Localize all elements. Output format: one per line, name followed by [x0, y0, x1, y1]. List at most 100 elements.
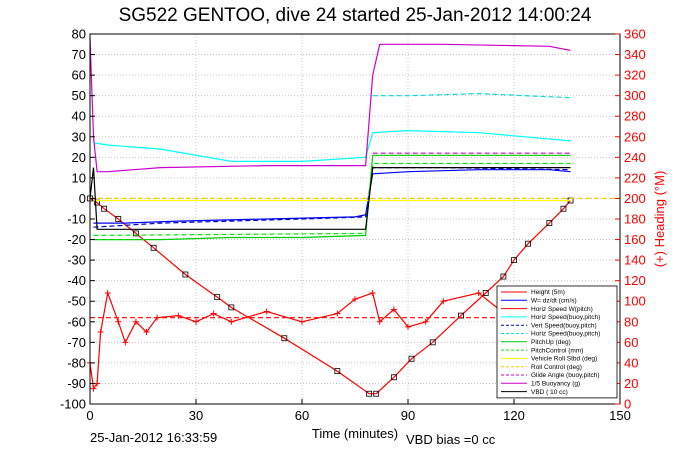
heading-plus-marker — [475, 290, 482, 296]
heading-plus-marker — [263, 308, 270, 315]
y2-axis-ticks: 0 20 40 60 80 100 120 140 160 180 200 220 240 260 280 3… — [615, 27, 646, 412]
y2-tick-label: 60 — [624, 335, 638, 350]
y2-tick-label: 20 — [624, 376, 638, 391]
y2-tick-label: 360 — [624, 27, 646, 42]
y-tick-label: -70 — [67, 335, 86, 350]
y2-tick-label: 320 — [624, 68, 646, 83]
y2-axis-label: (+) Heading (°M) — [652, 171, 667, 268]
heading-plus-marker — [193, 318, 199, 325]
heading-plus-marker — [132, 318, 139, 325]
legend-entry: PitchControl (mm) — [531, 347, 583, 354]
series-point-marker — [373, 390, 380, 397]
heading-plus-marker — [97, 329, 104, 336]
y-tick-label: -40 — [67, 273, 86, 288]
y-tick-label: -100 — [60, 397, 86, 412]
y-tick-label: 10 — [72, 170, 86, 185]
heading-plus-marker — [390, 306, 397, 313]
y-tick-label: 30 — [72, 129, 86, 144]
series-point-marker — [115, 216, 122, 222]
legend-entry: Height (5m) — [531, 289, 565, 296]
series-layer — [87, 38, 620, 397]
heading-plus-marker — [210, 310, 217, 317]
legend-entry: W= dz/dt (cm/s) — [531, 298, 577, 305]
y-tick-label: 0 — [79, 191, 86, 206]
y-axis-ticks: -100-90-80-70-60-50-40-30-20-10010203040… — [60, 27, 95, 412]
y-tick-label: -80 — [67, 355, 86, 370]
series-point-marker — [182, 271, 189, 278]
series-point-marker — [408, 355, 415, 362]
series-point-marker — [334, 368, 341, 375]
series-point-marker — [101, 205, 108, 212]
legend-entry: Horiz Speed(buoy,pitch) — [531, 314, 600, 321]
series-point-marker — [500, 273, 507, 280]
series-line-12 — [89, 167, 571, 230]
series-point-marker — [228, 304, 235, 311]
legend-entry: Horiz Speed(buoy,pitch) — [531, 331, 600, 338]
y-tick-label: -90 — [67, 376, 86, 391]
heading-plus-marker — [352, 296, 358, 303]
series-line-5 — [372, 92, 571, 99]
y-tick-label: 50 — [72, 88, 86, 103]
series-point-marker — [281, 335, 288, 342]
footer-vbd-bias: VBD bias =0 cc — [406, 432, 496, 447]
heading-plus-marker — [334, 310, 341, 317]
heading-plus-marker — [90, 385, 97, 392]
y-tick-label: -30 — [67, 253, 86, 268]
legend-entry: Glide Angle (buoy,pitch) — [531, 372, 600, 379]
y2-tick-label: 160 — [624, 232, 646, 247]
chart-title: SG522 GENTOO, dive 24 started 25-Jan-201… — [119, 5, 592, 26]
heading-plus-marker — [122, 339, 129, 346]
x-tick-label: 120 — [503, 408, 525, 423]
series-point-marker — [560, 205, 567, 212]
x-tick-label: 0 — [86, 408, 93, 423]
y2-tick-label: 240 — [624, 150, 646, 165]
series-point-marker — [546, 220, 553, 227]
y2-tick-label: 80 — [624, 314, 638, 329]
series-point-marker — [214, 294, 221, 301]
x-axis-ticks: 0 30 60 90 120 150 — [86, 399, 631, 423]
x-tick-label: 30 — [189, 408, 203, 423]
legend-entry: PitchUp (deg) — [531, 339, 571, 346]
series-point-marker — [133, 230, 139, 237]
x-tick-label: 150 — [609, 408, 631, 423]
series-point-marker — [429, 339, 436, 346]
y-tick-label: 20 — [72, 150, 86, 165]
y2-tick-label: 100 — [624, 294, 646, 309]
series-line-3 — [93, 129, 571, 162]
series-line-6 — [93, 154, 571, 241]
y2-tick-label: 180 — [624, 212, 646, 227]
y-tick-label: 80 — [72, 27, 86, 42]
y2-tick-label: 260 — [624, 129, 646, 144]
heading-plus-marker — [228, 318, 235, 325]
x-tick-label: 60 — [295, 408, 309, 423]
y2-tick-label: 340 — [624, 47, 646, 62]
y2-tick-label: 280 — [624, 109, 646, 124]
y2-tick-label: 0 — [624, 397, 631, 412]
legend-entry: Roll Control (deg) — [531, 364, 582, 371]
legend: Height (5m) W= dz/dt (cm/s)Horiz Speed W(… — [496, 285, 618, 399]
legend-entry: VBD ( 10 cc) — [531, 389, 568, 396]
y-tick-label: -10 — [67, 212, 86, 227]
heading-plus-marker — [422, 318, 429, 325]
heading-plus-marker — [115, 318, 122, 325]
series-point-marker — [482, 290, 489, 296]
y2-tick-label: 120 — [624, 273, 646, 288]
series-line-11 — [89, 38, 571, 173]
legend-entry: Vehicle Roll Stbd (deg) — [531, 356, 597, 363]
heading-plus-marker — [405, 323, 411, 330]
heading-plus-marker — [104, 290, 111, 296]
y2-tick-label: 200 — [624, 191, 646, 206]
footer-timestamp: 25-Jan-2012 16:33:59 — [90, 430, 218, 445]
y2-tick-label: 40 — [624, 355, 638, 370]
y-tick-label: -60 — [67, 314, 86, 329]
y2-tick-label: 300 — [624, 88, 646, 103]
x-axis-label: Time (minutes) — [312, 426, 398, 441]
heading-plus-marker — [440, 298, 447, 305]
y-tick-label: 70 — [72, 47, 86, 62]
series-point-marker — [366, 390, 373, 397]
series-point-marker — [511, 257, 517, 264]
series-point-marker — [150, 244, 157, 251]
heading-plus-marker — [299, 318, 305, 325]
heading-plus-marker — [376, 318, 383, 325]
y-tick-label: 40 — [72, 109, 86, 124]
